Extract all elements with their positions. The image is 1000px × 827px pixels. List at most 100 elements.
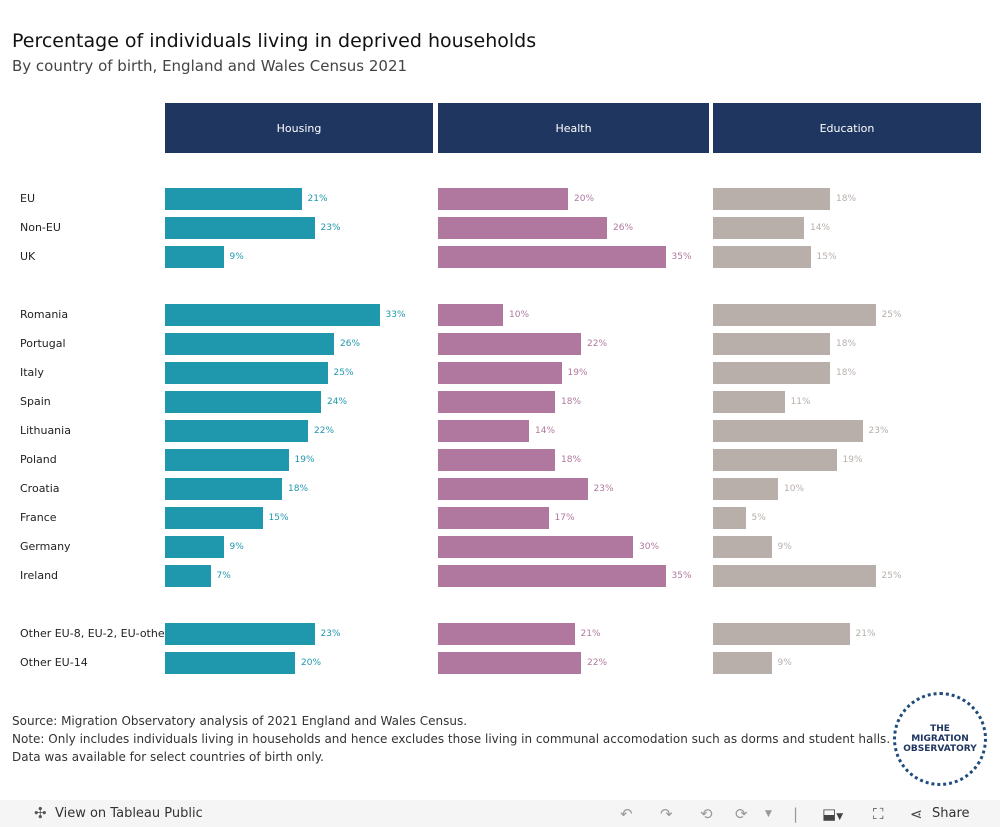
data-label: 23%: [868, 426, 889, 436]
row-label: Ireland: [20, 569, 59, 582]
bar-housing[interactable]: [165, 652, 295, 674]
bar-health[interactable]: [438, 478, 588, 500]
data-label: 26%: [613, 223, 634, 233]
data-label: 19%: [567, 368, 588, 378]
bar-housing[interactable]: [165, 420, 308, 442]
chart-title: Percentage of individuals living in depr…: [12, 30, 537, 52]
row-label: Germany: [20, 540, 71, 553]
data-label: 20%: [301, 658, 322, 668]
bar-education[interactable]: [713, 652, 772, 674]
data-label: 18%: [561, 397, 582, 407]
data-label: 17%: [554, 513, 575, 523]
data-label: 18%: [836, 339, 857, 349]
row-label: UK: [20, 250, 36, 263]
bar-education[interactable]: [713, 217, 804, 239]
bar-housing[interactable]: [165, 188, 302, 210]
data-label: 14%: [810, 223, 831, 233]
bar-health[interactable]: [438, 420, 529, 442]
bar-housing[interactable]: [165, 304, 380, 326]
data-label: 22%: [587, 339, 608, 349]
bar-education[interactable]: [713, 536, 772, 558]
migration-observatory-logo: THE MIGRATION OBSERVATORY: [893, 692, 987, 786]
bar-housing[interactable]: [165, 565, 211, 587]
bar-housing[interactable]: [165, 507, 263, 529]
share-icon[interactable]: ⋖: [910, 805, 923, 823]
panel-header-education: Education: [713, 103, 981, 153]
data-label: 9%: [229, 252, 244, 262]
data-label: 24%: [327, 397, 348, 407]
bar-housing[interactable]: [165, 217, 315, 239]
share-button[interactable]: Share: [932, 806, 970, 821]
refresh-icon[interactable]: ⟳: [735, 805, 748, 823]
bar-housing[interactable]: [165, 449, 289, 471]
data-label: 18%: [836, 194, 857, 204]
data-label: 9%: [777, 542, 792, 552]
bar-education[interactable]: [713, 246, 811, 268]
dropdown-arrow-icon[interactable]: ▼: [765, 809, 772, 819]
bar-housing[interactable]: [165, 478, 282, 500]
bar-education[interactable]: [713, 362, 830, 384]
logo-text: OBSERVATORY: [903, 744, 977, 754]
bar-education[interactable]: [713, 478, 778, 500]
data-label: 26%: [340, 339, 361, 349]
bar-health[interactable]: [438, 362, 562, 384]
download-icon[interactable]: ⬓▼: [822, 805, 844, 823]
bar-health[interactable]: [438, 246, 666, 268]
bar-health[interactable]: [438, 449, 555, 471]
bar-health[interactable]: [438, 623, 575, 645]
data-label: 10%: [509, 310, 530, 320]
bar-housing[interactable]: [165, 623, 315, 645]
data-label: 20%: [574, 194, 595, 204]
notes: Source: Migration Observatory analysis o…: [12, 712, 892, 766]
panel-header-housing: Housing: [165, 103, 433, 153]
data-label: 18%: [288, 484, 309, 494]
bar-health[interactable]: [438, 333, 581, 355]
bar-education[interactable]: [713, 449, 837, 471]
data-label: 30%: [639, 542, 660, 552]
bar-education[interactable]: [713, 304, 876, 326]
bar-education[interactable]: [713, 623, 850, 645]
row-label: Romania: [20, 308, 69, 321]
redo-icon[interactable]: ↷: [660, 805, 673, 823]
bar-health[interactable]: [438, 304, 503, 326]
divider: |: [793, 805, 799, 823]
revert-icon[interactable]: ⟲: [700, 805, 713, 823]
bar-housing[interactable]: [165, 536, 224, 558]
data-label: 35%: [671, 571, 692, 581]
bar-education[interactable]: [713, 420, 863, 442]
view-on-tableau-link[interactable]: View on Tableau Public: [55, 806, 203, 821]
chart-subtitle: By country of birth, England and Wales C…: [12, 57, 408, 75]
bar-housing[interactable]: [165, 246, 224, 268]
bar-health[interactable]: [438, 391, 555, 413]
bar-health[interactable]: [438, 217, 607, 239]
bar-health[interactable]: [438, 507, 549, 529]
bar-education[interactable]: [713, 507, 746, 529]
bar-education[interactable]: [713, 391, 785, 413]
data-label: 11%: [790, 397, 811, 407]
row-label: Non-EU: [20, 221, 61, 234]
fullscreen-icon[interactable]: ⛶: [873, 805, 884, 823]
bar-education[interactable]: [713, 333, 830, 355]
data-label: 35%: [671, 252, 692, 262]
undo-icon[interactable]: ↶: [620, 805, 633, 823]
row-label: Lithuania: [20, 424, 71, 437]
bar-housing[interactable]: [165, 391, 321, 413]
bar-education[interactable]: [713, 565, 876, 587]
bar-health[interactable]: [438, 565, 666, 587]
bar-housing[interactable]: [165, 362, 328, 384]
bar-health[interactable]: [438, 188, 568, 210]
row-label: EU: [20, 192, 36, 205]
data-label: 22%: [314, 426, 335, 436]
bar-education[interactable]: [713, 188, 830, 210]
bar-health[interactable]: [438, 536, 633, 558]
row-label: Poland: [20, 453, 57, 466]
row-label: Italy: [20, 366, 44, 379]
bar-health[interactable]: [438, 652, 581, 674]
tableau-toolbar: ✣ View on Tableau Public ↶ ↷ ⟲ ⟳ ▼ | ⬓▼ …: [0, 800, 1000, 827]
data-label: 23%: [320, 629, 341, 639]
data-label: 5%: [751, 513, 766, 523]
data-label: 21%: [580, 629, 601, 639]
tableau-icon: ✣: [34, 804, 47, 822]
data-label: 10%: [784, 484, 805, 494]
bar-housing[interactable]: [165, 333, 334, 355]
